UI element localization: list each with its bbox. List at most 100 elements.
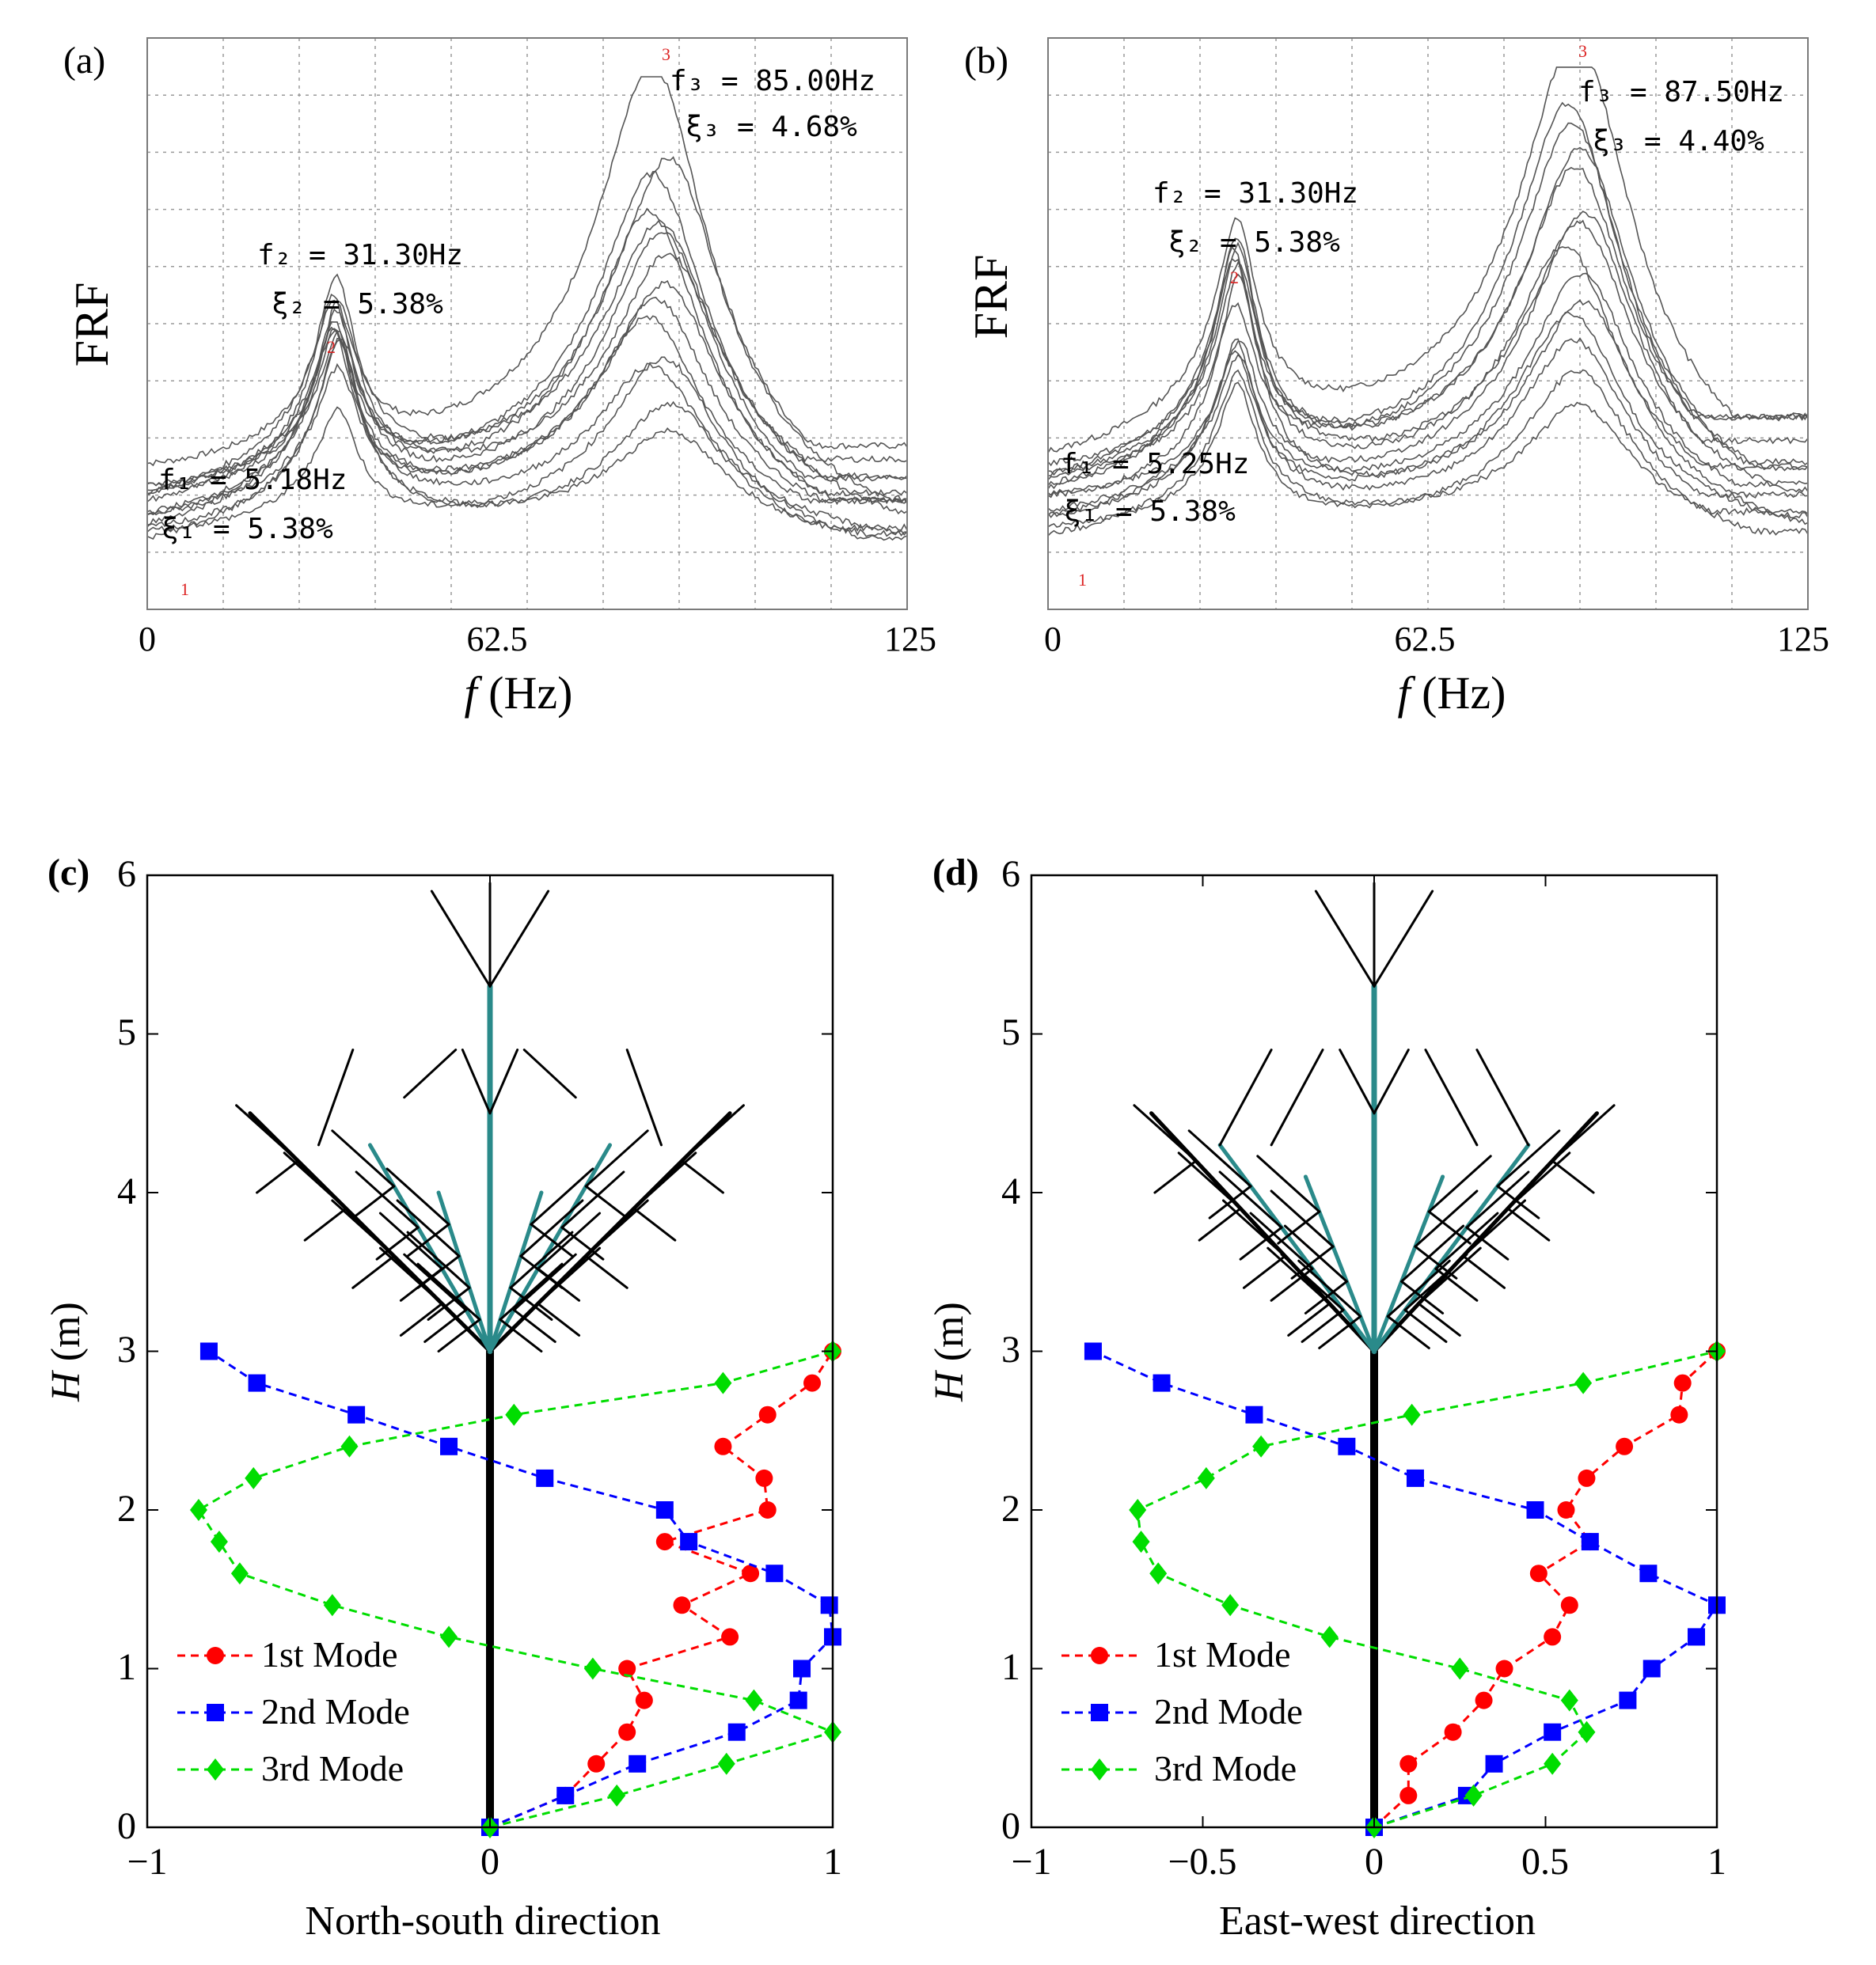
frf-curve-1 [146, 76, 908, 467]
frf-curve-11 [146, 356, 908, 541]
tree-twig [584, 1254, 628, 1289]
point-mode-2 [1688, 1628, 1706, 1646]
point-mode-3 [1320, 1625, 1339, 1648]
point-mode-3 [717, 1752, 735, 1775]
tree-twig [423, 1308, 468, 1343]
series-line-mode-2 [208, 1350, 834, 1829]
point-mode-2 [248, 1374, 266, 1392]
point-mode-3 [440, 1625, 458, 1648]
tree-twig [1414, 1189, 1479, 1248]
frf-curve-5 [1048, 166, 1809, 476]
tree-twig [1386, 1259, 1451, 1318]
tree-branch-4 [1372, 1143, 1531, 1353]
tree-twig [235, 1104, 300, 1163]
legend-marker-mode-2 [1091, 1704, 1108, 1721]
tree-top-branch [430, 890, 492, 988]
tree-crown-twig [1424, 1049, 1479, 1147]
panel-d-legend-1: 1st Mode [1154, 1634, 1291, 1675]
tree-twig [519, 1254, 564, 1289]
tree-twig [351, 1254, 396, 1289]
point-mode-2 [793, 1660, 811, 1678]
point-mode-1 [635, 1691, 653, 1709]
tree-twig [632, 1207, 677, 1242]
panel-a-f1-label: f₁ = 5.18Hz [158, 464, 347, 496]
tree-top-branch [1314, 890, 1376, 988]
point-mode-2 [765, 1565, 784, 1583]
frf-curve-12 [146, 321, 908, 537]
tree-twig [406, 1223, 450, 1258]
tree-branch-6 [1372, 1174, 1445, 1353]
tree-twig [1427, 1210, 1472, 1245]
tree-twig [351, 1185, 396, 1220]
tree-twig [1208, 1185, 1252, 1220]
panel-d-ylabel-var: H [927, 1370, 972, 1402]
frf-curve-14 [1047, 369, 1809, 537]
panel-d-ytick-6: 6 [1001, 853, 1020, 895]
point-mode-1 [618, 1660, 636, 1678]
tree-twig [1400, 1224, 1465, 1283]
panel-a-xtick-0: 0 [139, 620, 156, 658]
panel-d-ytick-2: 2 [1001, 1488, 1020, 1530]
legend-marker-mode-1 [1091, 1647, 1108, 1664]
panel-d-ylabel: H (m) [927, 1302, 972, 1402]
frf-curve-6 [146, 219, 908, 495]
point-mode-3 [1544, 1752, 1562, 1775]
tree-twig [437, 1318, 481, 1352]
panel-c-xtick-0: −1 [127, 1841, 167, 1883]
panel-a-frame [146, 37, 908, 610]
tree-twig [396, 1199, 461, 1258]
frf-curve-7 [1047, 219, 1809, 493]
frf-curve-2 [146, 156, 908, 503]
tree-crown-twig [1339, 1049, 1376, 1115]
tree-twig [1400, 1280, 1445, 1314]
tree-twig [406, 1231, 471, 1289]
frf-curve-7 [146, 252, 908, 503]
point-mode-1 [803, 1374, 822, 1392]
tree-twig [375, 1226, 420, 1261]
panel-a-curves [146, 76, 908, 541]
panel-b: (b) FRF 0 62.5 125 f (Hz) 1 2 3 f₁ = 5.2… [964, 37, 1829, 719]
point-mode-1 [587, 1754, 606, 1773]
panel-b-f2-label: f₂ = 31.30Hz [1153, 177, 1358, 210]
panel-c-ylabel-unit: (m) [44, 1302, 89, 1361]
panel-a-xi3-label: ξ₃ = 4.68% [685, 111, 857, 143]
tree-twig [385, 1167, 450, 1226]
tree-twig [1153, 1159, 1198, 1194]
tree-twig [403, 1253, 468, 1311]
panel-c-ytick-3: 3 [117, 1329, 136, 1371]
tree-twig [331, 1129, 396, 1188]
tree-crown-twig [1475, 1049, 1530, 1147]
tree-twig [1403, 1253, 1468, 1311]
panel-b-xtick-0: 0 [1044, 620, 1061, 658]
point-mode-2 [1338, 1437, 1356, 1455]
point-mode-3 [583, 1657, 602, 1680]
point-mode-3 [1132, 1531, 1150, 1553]
legend-marker-mode-3 [207, 1758, 224, 1781]
tree-twig [560, 1226, 605, 1261]
tree-twig [1506, 1151, 1571, 1210]
tree-branch-5 [436, 1190, 492, 1353]
frf-curve-1 [1047, 66, 1809, 453]
tree-twig [1198, 1207, 1242, 1242]
tree-twig [1318, 1314, 1362, 1349]
panel-c-legend-3: 3rd Mode [261, 1748, 404, 1789]
tree-twig [499, 1318, 543, 1352]
panel-b-xlabel: f (Hz) [1398, 667, 1506, 719]
point-mode-2 [536, 1469, 554, 1487]
panel-d-series [1084, 1340, 1726, 1838]
frf-curve-8 [146, 279, 908, 516]
point-mode-3 [323, 1594, 341, 1617]
point-mode-3 [1129, 1499, 1147, 1521]
tree-crown-twig [488, 1049, 519, 1115]
legend-marker-mode-3 [1091, 1758, 1108, 1781]
point-mode-1 [758, 1405, 777, 1424]
point-mode-3 [745, 1689, 763, 1712]
panel-b-peak-marker-3: 3 [1578, 41, 1587, 61]
tree-branch-4 [488, 1143, 613, 1353]
panel-a-ylabel: FRF [66, 283, 118, 367]
panel-b-xlabel-unit: (Hz) [1422, 667, 1506, 719]
panel-a-peak-marker-2: 2 [327, 337, 336, 357]
panel-a-peak-marker-1: 1 [180, 579, 189, 599]
point-mode-1 [655, 1533, 674, 1551]
tree-twig [1242, 1254, 1286, 1289]
